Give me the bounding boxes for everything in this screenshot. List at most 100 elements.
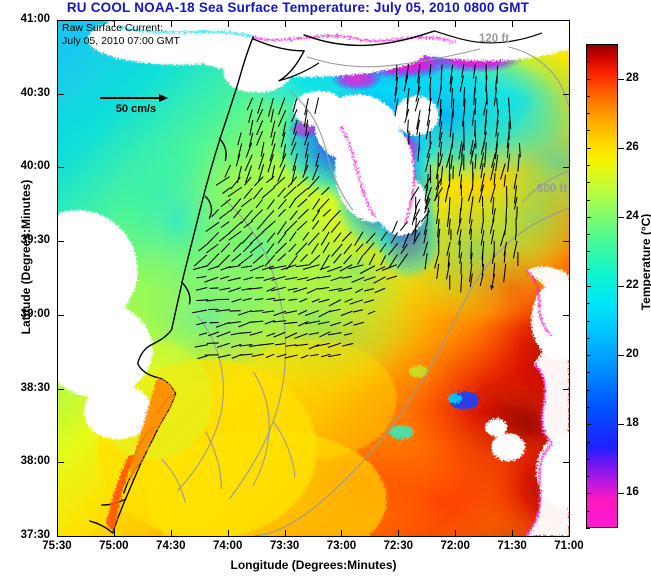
colorbar-tick-label: 24 <box>626 209 639 222</box>
colorbar-minor-tick <box>586 441 590 443</box>
colorbar-tick-label: 28 <box>626 71 639 84</box>
colorbar-tick-label: 16 <box>626 486 639 499</box>
colorbar-minor-tick <box>586 95 590 97</box>
sst-map-plot: Raw Surface Current: July 05, 2010 07:00… <box>57 20 570 537</box>
y-axis-tick <box>563 314 569 316</box>
y-axis-tick <box>58 314 64 316</box>
colorbar-minor-tick <box>586 355 590 357</box>
colorbar-tick-label: 22 <box>626 279 639 291</box>
y-axis-tick <box>563 536 569 537</box>
colorbar-minor-tick <box>586 407 590 408</box>
colorbar-title: Temperature (°C) <box>639 213 651 311</box>
y-axis-tick <box>58 20 64 21</box>
colorbar-tick <box>618 147 624 149</box>
x-axis-tick-label: 73:00 <box>326 540 357 552</box>
colorbar-tick <box>618 493 624 495</box>
x-axis-tick <box>113 21 115 27</box>
x-axis-tick-label: 73:30 <box>269 540 300 552</box>
depth-contour-label-120ft: 120 ft <box>479 33 510 45</box>
y-axis-tick-label: 40:00 <box>20 160 50 173</box>
x-axis-tick <box>57 530 58 536</box>
x-axis-tick <box>113 530 115 536</box>
colorbar-tick <box>618 424 624 426</box>
scale-arrow-label: 50 cm/s <box>115 103 157 115</box>
cloud-mask <box>58 21 569 536</box>
x-axis-title: Longitude (Degrees:Minutes) <box>230 558 397 572</box>
y-axis-tick-label: 39:30 <box>20 234 50 247</box>
colorbar-minor-tick <box>586 476 590 478</box>
y-axis-tick-label: 38:00 <box>20 455 50 468</box>
current-annotation: Raw Surface Current: July 05, 2010 07:00… <box>62 22 180 47</box>
x-axis-tick-label: 71:30 <box>497 540 527 552</box>
x-axis-tick <box>398 530 400 536</box>
scale-arrow-icon <box>100 93 172 103</box>
colorbar-minor-tick <box>586 199 590 201</box>
colorbar-tick <box>618 216 624 218</box>
colorbar-tick <box>618 355 624 357</box>
colorbar-minor-tick <box>586 165 590 166</box>
colorbar-minor-tick <box>586 182 590 184</box>
colorbar-minor-tick <box>586 130 590 132</box>
x-axis-tick-label: 72:30 <box>383 540 414 552</box>
colorbar-minor-tick <box>586 216 590 218</box>
y-axis-tick-label: 40:30 <box>20 86 50 99</box>
y-axis-tick-label: 39:00 <box>20 307 50 320</box>
colorbar-minor-tick <box>586 303 590 305</box>
y-axis-tick <box>58 93 64 95</box>
colorbar-minor-tick <box>586 44 590 45</box>
y-axis-tick <box>563 20 569 21</box>
y-axis-tick <box>563 167 569 169</box>
annotation-line-1: Raw Surface Current: <box>62 22 163 34</box>
colorbar-tick-label: 18 <box>626 417 639 430</box>
y-axis-tick <box>563 241 569 243</box>
x-axis-tick <box>284 530 286 536</box>
colorbar-minor-tick <box>586 147 590 149</box>
velocity-scale-legend: 50 cm/s <box>86 93 186 115</box>
colorbar-minor-tick <box>586 268 590 270</box>
x-axis-tick <box>455 530 457 536</box>
colorbar-tick-label: 20 <box>626 348 639 361</box>
colorbar-minor-tick <box>586 251 590 253</box>
colorbar-minor-tick <box>586 234 590 236</box>
annotation-line-2: July 05, 2010 07:00 GMT <box>62 34 180 47</box>
y-axis-tick <box>58 462 64 464</box>
colorbar-minor-tick <box>586 337 590 339</box>
colorbar-minor-tick <box>586 528 590 529</box>
y-axis-tick <box>58 241 64 243</box>
colorbar-minor-tick <box>586 389 590 391</box>
x-axis-tick <box>57 21 58 27</box>
x-axis-tick-label: 74:30 <box>156 540 186 552</box>
colorbar-minor-tick <box>586 458 590 460</box>
x-axis-tick <box>341 21 343 27</box>
x-axis-tick <box>170 530 172 536</box>
y-axis-tick-label: 38:30 <box>20 381 50 394</box>
x-axis-tick <box>512 530 514 536</box>
x-axis-tick-label: 74:00 <box>212 540 243 552</box>
y-axis-title: Latitude (Degrees:Minutes) <box>19 179 33 335</box>
x-axis-tick <box>341 530 343 536</box>
x-axis-tick <box>170 21 172 27</box>
current-vector-arrows <box>192 63 521 360</box>
x-axis-tick-label: 75:30 <box>42 540 72 552</box>
depth-contour-label-600ft: 600 ft <box>537 183 568 195</box>
colorbar-tick-label: 26 <box>626 140 639 153</box>
x-axis-tick <box>227 530 229 536</box>
colorbar-minor-tick <box>586 113 590 115</box>
colorbar-tick <box>618 286 624 287</box>
x-axis-tick <box>569 21 570 27</box>
x-axis-tick <box>227 21 229 27</box>
colorbar-minor-tick <box>586 320 590 322</box>
colorbar-minor-tick <box>586 424 590 426</box>
colorbar-minor-tick <box>586 372 590 374</box>
x-axis-tick-label: 75:00 <box>99 540 129 552</box>
colorbar-minor-tick <box>586 286 590 287</box>
surface-current-vectors <box>192 63 521 360</box>
colorbar-minor-tick <box>586 61 590 63</box>
y-axis-tick <box>58 167 64 169</box>
y-axis-tick <box>58 388 64 390</box>
x-axis-tick <box>455 21 457 27</box>
x-axis-tick <box>284 21 286 27</box>
colorbar-minor-tick <box>586 78 590 80</box>
x-axis-tick <box>398 21 400 27</box>
y-axis-tick-label: 37:30 <box>20 529 50 541</box>
